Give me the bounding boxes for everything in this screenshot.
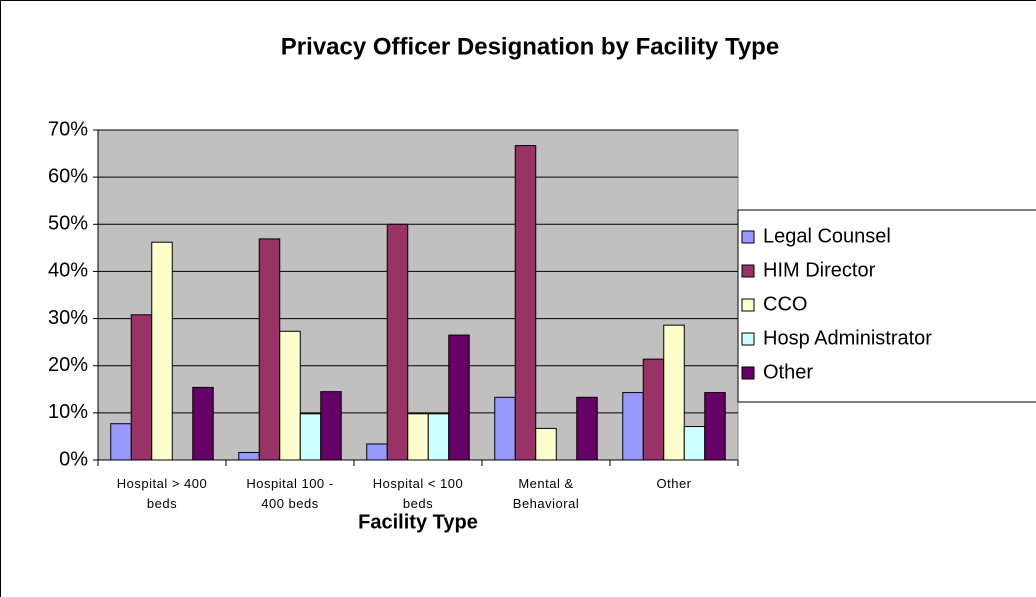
x-axis-title: Facility Type: [358, 511, 478, 533]
bar: [494, 396, 516, 461]
y-tick-label: 10%: [48, 401, 88, 423]
y-tick-label: 30%: [48, 307, 88, 329]
legend-swatch: [741, 230, 755, 244]
x-tick-label: Hospital < 100 beds: [372, 476, 464, 511]
bar: [663, 324, 685, 461]
chart-title: Privacy Officer Designation by Facility …: [281, 33, 779, 60]
bar: [299, 413, 322, 461]
bar: [258, 238, 281, 461]
legend-label: Other: [763, 361, 813, 383]
legend-label: HIM Director: [763, 259, 876, 281]
bar: [642, 358, 665, 461]
legend-swatch: [741, 264, 755, 278]
bar: [279, 330, 301, 461]
x-tick-label: Hospital > 400 beds: [116, 476, 208, 511]
x-tick-label: Other: [656, 476, 692, 491]
bar: [576, 396, 598, 461]
bar: [130, 314, 153, 461]
legend-label: Legal Counsel: [763, 225, 891, 247]
y-tick-label: 50%: [48, 213, 88, 235]
bar: [192, 386, 214, 461]
bar: [683, 426, 706, 461]
bar: [386, 223, 409, 461]
bar: [320, 391, 342, 461]
bar: [427, 413, 450, 461]
legend-swatch: [741, 366, 755, 380]
bar: [366, 443, 388, 461]
legend-swatch: [741, 298, 755, 312]
legend-label: CCO: [763, 293, 807, 315]
bar: [407, 413, 429, 461]
bar: [704, 392, 726, 461]
bar: [151, 241, 173, 461]
bar: [448, 334, 470, 461]
bar: [238, 451, 260, 461]
legend-box: [737, 209, 1036, 403]
legend-swatch: [741, 332, 755, 346]
y-tick-label: 40%: [48, 260, 88, 282]
x-tick-label: Mental & Behavioral: [512, 476, 580, 511]
y-tick-label: 20%: [48, 354, 88, 376]
y-tick-label: 70%: [48, 118, 88, 140]
bar: [622, 392, 644, 461]
x-tick-label: Hospital 100 - 400 beds: [246, 476, 334, 511]
y-tick-label: 0%: [59, 448, 88, 470]
bar: [514, 145, 537, 461]
bar: [110, 423, 132, 461]
bar: [535, 427, 557, 461]
legend-label: Hosp Administrator: [763, 327, 932, 349]
y-tick-label: 60%: [48, 165, 88, 187]
